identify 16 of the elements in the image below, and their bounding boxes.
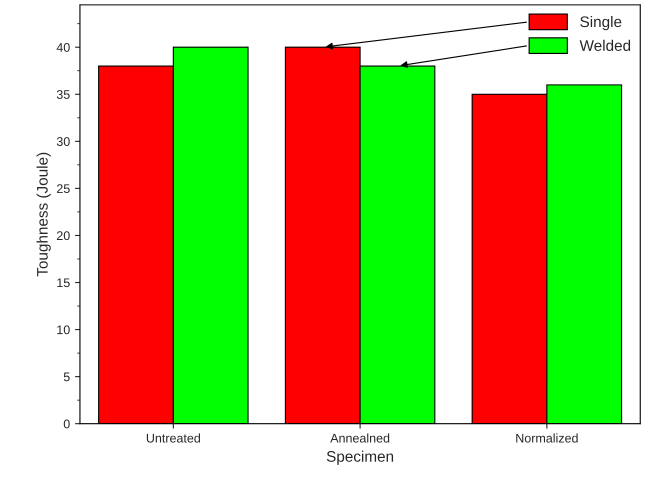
- y-tick-label: 0: [64, 419, 70, 428]
- x-tick-label: Untreated: [146, 433, 200, 443]
- y-tick-label: 10: [57, 325, 70, 334]
- x-axis-title: Specimen: [326, 450, 394, 465]
- y-tick-label: 5: [64, 372, 70, 382]
- x-tick-label: Normalized: [516, 433, 578, 443]
- y-tick-label: 15: [57, 278, 70, 288]
- legend-label: Single: [580, 16, 622, 30]
- y-tick-label: 25: [56, 184, 70, 194]
- legend-label: Welded: [580, 40, 630, 51]
- y-tick-label: 35: [56, 90, 70, 99]
- x-tick-label: Annealned: [330, 433, 390, 443]
- y-tick-label: 20: [56, 231, 70, 240]
- y-tick-label: 30: [56, 137, 70, 146]
- y-axis-title: Toughness (Joule): [36, 152, 51, 276]
- y-tick-label: 40: [56, 43, 70, 52]
